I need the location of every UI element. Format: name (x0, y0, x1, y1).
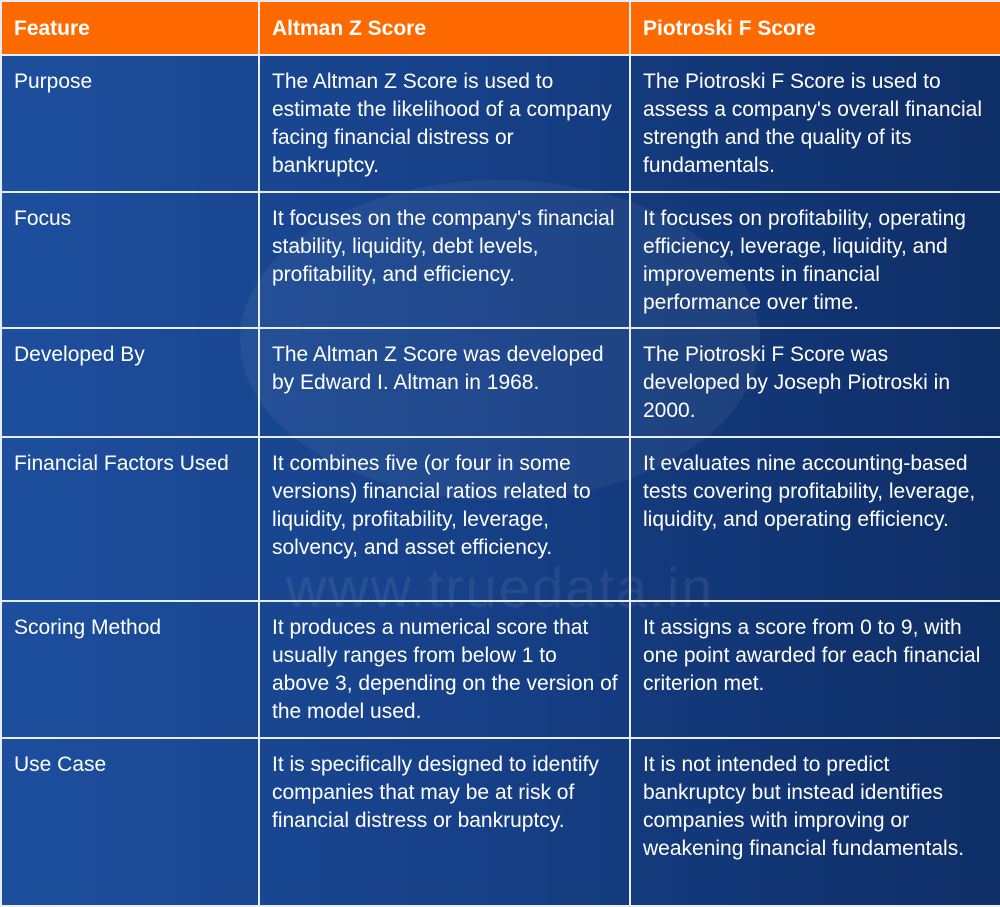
header-cell: Altman Z Score (258, 0, 631, 56)
cell: The Altman Z Score is used to estimate t… (258, 54, 631, 193)
feature-cell: Use Case (0, 737, 260, 907)
cell: It is specifically designed to identify … (258, 737, 631, 907)
feature-cell: Purpose (0, 54, 260, 193)
cell: It focuses on the company's financial st… (258, 191, 631, 329)
feature-cell: Scoring Method (0, 600, 260, 739)
cell: It focuses on profitability, operating e… (629, 191, 1000, 329)
header-cell: Piotroski F Score (629, 0, 1000, 56)
table-row: Developed By The Altman Z Score was devel… (0, 327, 1000, 438)
feature-cell: Developed By (0, 327, 260, 438)
cell: It evaluates nine accounting-based tests… (629, 436, 1000, 602)
cell: It assigns a score from 0 to 9, with one… (629, 600, 1000, 739)
feature-cell: Focus (0, 191, 260, 329)
table-row: Use Case It is specifically designed to i… (0, 737, 1000, 907)
header-cell: Feature (0, 0, 260, 56)
table-row: Financial Factors Used It combines five (… (0, 436, 1000, 602)
cell: The Piotroski F Score is used to assess … (629, 54, 1000, 193)
table-row: Focus It focuses on the company's financi… (0, 191, 1000, 329)
cell: It is not intended to predict bankruptcy… (629, 737, 1000, 907)
cell: It combines five (or four in some versio… (258, 436, 631, 602)
feature-cell: Financial Factors Used (0, 436, 260, 602)
header-row: Feature Altman Z Score Piotroski F Score (0, 0, 1000, 56)
cell: It produces a numerical score that usual… (258, 600, 631, 739)
cell: The Piotroski F Score was developed by J… (629, 327, 1000, 438)
table-row: Scoring Method It produces a numerical sc… (0, 600, 1000, 739)
cell: The Altman Z Score was developed by Edwa… (258, 327, 631, 438)
table-body: Purpose The Altman Z Score is used to est… (0, 54, 1000, 907)
table-row: Purpose The Altman Z Score is used to est… (0, 54, 1000, 193)
